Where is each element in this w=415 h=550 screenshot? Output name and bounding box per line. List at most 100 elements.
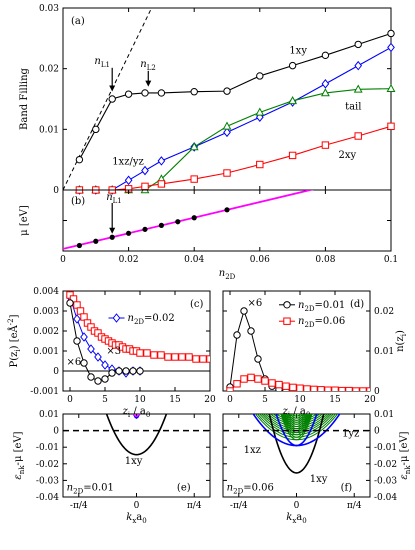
- data-point: [256, 72, 264, 80]
- x-tick-label: 20: [364, 395, 376, 405]
- x-tick-label: 0: [134, 501, 140, 511]
- panel-label: (c): [190, 299, 204, 310]
- series-label: 1xy: [289, 46, 307, 57]
- data-point: [226, 387, 234, 391]
- data-point: [171, 353, 179, 361]
- x-tick-label: 10: [294, 395, 306, 405]
- tail-band: [285, 414, 308, 427]
- data-point: [175, 219, 181, 225]
- data-point: [359, 387, 367, 391]
- y-tick-label: 0.001: [33, 347, 59, 357]
- tail-band: [284, 414, 309, 430]
- series-n2D-0-01: [66, 299, 144, 385]
- data-point: [296, 384, 304, 391]
- data-point: [124, 175, 133, 186]
- data-point: [386, 83, 396, 92]
- data-point: [324, 386, 332, 391]
- data-point: [143, 349, 151, 357]
- x-tick-label: π/4: [347, 501, 362, 511]
- minor-band: [132, 414, 141, 419]
- data-point: [73, 337, 81, 345]
- y-axis-label: εnk-μ [eV]: [399, 431, 412, 479]
- annotation-arrow-head: [109, 227, 116, 234]
- x-tick-label: 0.02: [119, 255, 139, 265]
- panel-label: (a): [71, 16, 85, 27]
- data-point: [222, 121, 232, 130]
- x-tick-label: -π/4: [230, 501, 248, 511]
- plot-area: [226, 307, 370, 391]
- y-tick-label: 0: [53, 427, 59, 437]
- data-point: [178, 353, 186, 361]
- data-point: [189, 142, 199, 151]
- data-point: [80, 313, 88, 321]
- series-label: tail: [345, 101, 361, 112]
- x-axis-label: kxa0: [126, 512, 146, 525]
- x-tick-label: π/4: [187, 501, 202, 511]
- data-point: [108, 95, 116, 103]
- legend-label: n2D=0.06: [298, 316, 345, 329]
- panel-e: -π/4 0 π/4 -0.04 -0.03 -0.02 -0.01 0 0.01 1xy n2D=…: [13, 410, 211, 525]
- panel-label: (f): [341, 482, 353, 493]
- data-point: [191, 215, 197, 221]
- tail-band: [286, 414, 307, 425]
- data-point: [223, 169, 231, 177]
- series-line: [79, 46, 392, 191]
- data-point: [109, 234, 115, 240]
- annotation-label: ×6: [248, 298, 263, 309]
- y-tick-label: 0.02: [39, 65, 59, 75]
- data-point: [190, 88, 198, 96]
- data-point: [256, 160, 264, 169]
- x-tick-label: 10: [134, 395, 146, 405]
- data-point: [321, 141, 330, 149]
- data-point: [317, 386, 325, 391]
- data-point: [141, 89, 149, 97]
- data-point: [73, 301, 81, 309]
- data-point: [157, 351, 165, 359]
- y-tick-label: 0.003: [33, 307, 59, 317]
- y-axis-label: n(zi): [395, 330, 408, 352]
- plot-area: [63, 291, 210, 385]
- panel-b: 0 0.02 0.04 0.06 0.08 0.1 nL1 (b) μ [eV] n2D: [19, 189, 398, 281]
- data-point: [240, 307, 248, 315]
- data-point: [192, 355, 200, 363]
- y-axis-label: μ [eV]: [19, 205, 30, 236]
- guide-line: [62, 7, 153, 191]
- tail-band: [288, 414, 305, 421]
- density-label: n2D=0.06: [227, 482, 274, 495]
- y-tick-label: 0: [374, 427, 380, 437]
- y-tick-label: 0.02: [374, 307, 394, 317]
- tail-band: [282, 414, 311, 434]
- data-point: [164, 353, 172, 361]
- data-point: [261, 377, 269, 385]
- tail-band: [280, 414, 313, 441]
- y-tick-label: 0.01: [39, 410, 59, 420]
- annotation-label: ×3: [106, 346, 121, 357]
- y-tick-label: -0.04: [374, 493, 397, 503]
- x-tick-label: 5: [102, 395, 108, 405]
- data-point: [247, 327, 255, 335]
- x-tick-label: 0.08: [315, 255, 335, 265]
- data-point: [224, 207, 230, 213]
- data-point: [233, 331, 241, 339]
- x-tick-label: 15: [169, 395, 181, 405]
- x-tick-label: 0: [227, 395, 233, 405]
- data-point: [92, 125, 100, 134]
- series-n2D-0-06: [226, 373, 370, 391]
- y-tick-label: -0.01: [36, 443, 59, 453]
- panel-label: (e): [177, 482, 191, 493]
- density-label: n2D=0.01: [67, 482, 114, 495]
- data-point: [275, 380, 283, 389]
- data-point: [101, 375, 109, 383]
- y-tick-label: -0.03: [374, 476, 397, 486]
- data-point: [354, 40, 362, 49]
- data-point: [338, 386, 346, 391]
- minor-band: [133, 414, 140, 418]
- data-point: [80, 359, 88, 367]
- data-point: [240, 375, 248, 383]
- x-axis-label: kxa0: [286, 512, 306, 525]
- data-point: [150, 351, 158, 359]
- data-point: [75, 155, 84, 164]
- data-point: [366, 387, 370, 391]
- tail-band: [291, 414, 302, 417]
- panel-f: -π/4 0 π/4 -0.04 -0.03 -0.02 -0.01 0 0.01 1yz 1xz 1…: [222, 410, 412, 525]
